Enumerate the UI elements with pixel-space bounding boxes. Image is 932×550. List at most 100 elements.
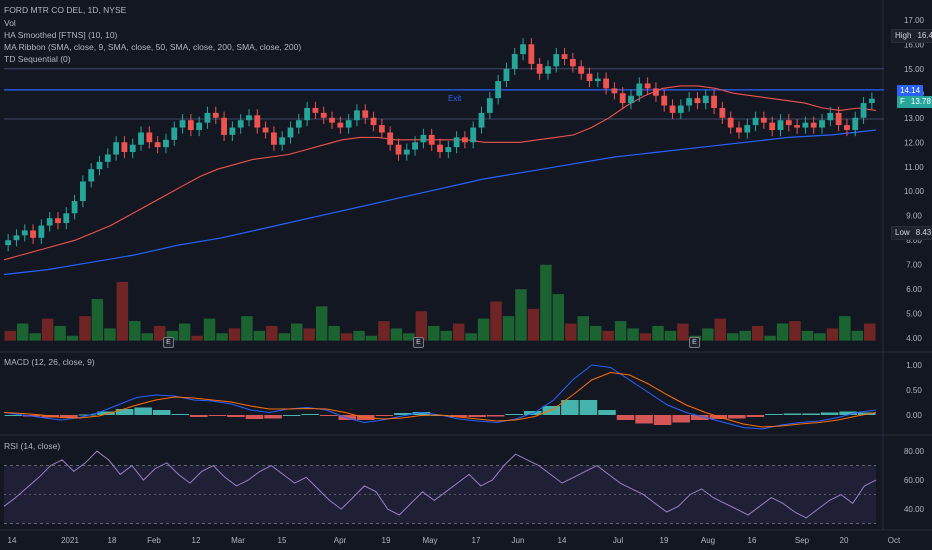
volume-bar: [253, 330, 266, 341]
candle-body: [752, 117, 759, 126]
price-tick-label: 11.00: [904, 163, 924, 172]
candle-body: [536, 63, 543, 74]
ticker-badge: F 13.78: [897, 96, 932, 108]
candle-body: [462, 137, 468, 143]
macd-histogram-bar: [375, 415, 394, 416]
candle-body: [868, 98, 875, 104]
candle-body: [794, 125, 801, 128]
ticker-value: 13.78: [910, 97, 931, 106]
earnings-marker[interactable]: E: [413, 337, 424, 348]
volume-bar: [515, 289, 527, 341]
candle-body: [395, 144, 402, 155]
candle-body: [96, 161, 103, 170]
earnings-marker[interactable]: E: [689, 337, 700, 348]
candle-body: [187, 120, 194, 131]
candle-body: [295, 120, 302, 128]
high-badge: High 16.45: [891, 29, 932, 43]
volume-bar: [652, 325, 664, 341]
candle-body: [104, 154, 111, 162]
candle-body: [30, 230, 36, 238]
macd-histogram-bar: [97, 411, 115, 415]
macd-histogram-bar: [783, 413, 802, 415]
volume-bar: [428, 325, 440, 341]
price-tick-label: 9.00: [906, 212, 922, 221]
candle-body: [38, 225, 45, 238]
volume-bar: [602, 330, 614, 341]
candle-body: [760, 117, 767, 123]
volume-bar: [66, 335, 79, 341]
candle-body: [511, 54, 518, 69]
macd-histogram-bar: [394, 413, 412, 415]
price-tick-label: 7.00: [906, 261, 922, 270]
candle-body: [88, 169, 95, 182]
candle-body: [611, 88, 618, 94]
candle-body: [262, 127, 269, 133]
macd-histogram-bar: [616, 415, 635, 420]
macd-histogram-bar: [338, 415, 357, 420]
macd-histogram-bar: [746, 415, 765, 417]
candle-body: [204, 112, 211, 123]
price-tick-label: 13.00: [904, 114, 925, 123]
time-tick-label: Apr: [334, 536, 347, 545]
macd-histogram-bar: [839, 411, 857, 415]
candle-body: [860, 103, 867, 118]
candle-body: [304, 107, 311, 121]
candle-body: [229, 127, 236, 135]
candle-body: [138, 132, 144, 145]
volume-bar: [490, 301, 502, 341]
candle-body: [5, 240, 12, 246]
time-tick-label: Jun: [512, 536, 525, 545]
macd-histogram-bar: [301, 414, 319, 415]
candle-body: [777, 120, 784, 131]
volume-bar: [664, 330, 677, 341]
volume-bar: [153, 325, 166, 341]
candle-body: [46, 218, 53, 226]
candle-body: [810, 122, 817, 128]
legend-ma-ribbon: MA Ribbon (SMA, close, 9, SMA, close, 50…: [4, 42, 302, 52]
volume-bar: [178, 323, 191, 341]
candle-body: [320, 112, 327, 118]
candle-body: [686, 98, 693, 106]
volume-bar: [303, 328, 315, 341]
volume-bar: [415, 311, 428, 341]
candle-body: [129, 144, 136, 153]
candle-body: [113, 142, 120, 155]
candle-body: [279, 137, 286, 145]
time-tick-label: 15: [278, 536, 287, 545]
time-tick-label: 20: [840, 536, 849, 545]
time-tick-label: 19: [382, 536, 391, 545]
macd-histogram-bar: [4, 415, 23, 416]
macd-histogram-bar: [264, 415, 282, 419]
volume-bar: [315, 306, 328, 341]
candle-body: [719, 107, 726, 118]
macd-histogram-bar: [542, 406, 561, 415]
volume-bar: [502, 316, 515, 341]
candle-body: [553, 54, 560, 67]
sma200-line: [3, 129, 877, 276]
macd-tick-label: 0.50: [906, 386, 922, 395]
volume-bar: [839, 316, 851, 341]
low-badge: Low 8.43: [891, 226, 932, 240]
time-tick-label: 14: [558, 536, 567, 545]
time-tick-label: Mar: [231, 536, 245, 545]
candle-body: [362, 110, 369, 118]
high-label: High: [895, 31, 912, 40]
earnings-marker[interactable]: E: [163, 337, 174, 348]
volume-bar: [241, 316, 253, 341]
volume-bar: [378, 321, 390, 341]
exit-annotation: Exit: [448, 94, 462, 103]
time-tick-label: 17: [472, 536, 481, 545]
price-tick-label: 16.00: [904, 40, 925, 49]
rsi-tick-label: 40.00: [904, 505, 925, 514]
candle-body: [345, 120, 352, 128]
candle-body: [221, 117, 227, 135]
time-tick-label: May: [422, 536, 437, 545]
price-tick-label: 6.00: [906, 285, 922, 294]
candle-body: [121, 142, 128, 153]
macd-histogram-bar: [171, 414, 190, 415]
candle-body: [586, 73, 593, 82]
low-value: 8.43: [915, 228, 932, 237]
candle-body: [520, 44, 526, 55]
candle-body: [212, 112, 219, 118]
